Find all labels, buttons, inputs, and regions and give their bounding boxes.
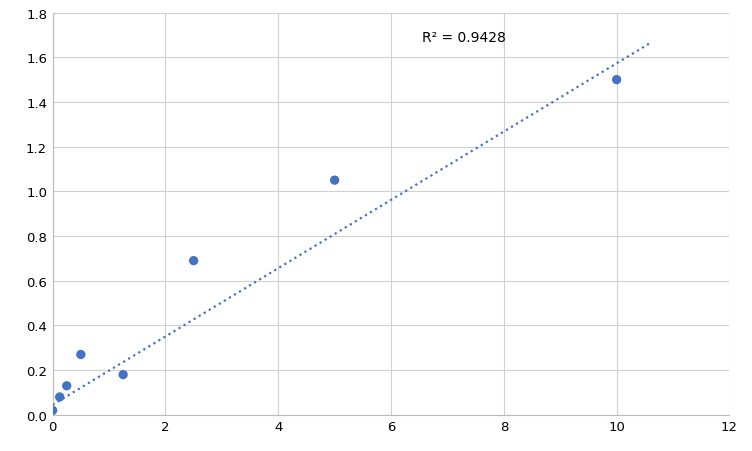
Point [117,371,129,378]
Point [61,382,73,390]
Point [75,351,86,358]
Point [53,393,65,400]
Point [611,77,623,84]
Text: R² = 0.9428: R² = 0.9428 [422,32,506,46]
Point [329,177,341,184]
Point [187,258,199,265]
Point [47,407,59,414]
